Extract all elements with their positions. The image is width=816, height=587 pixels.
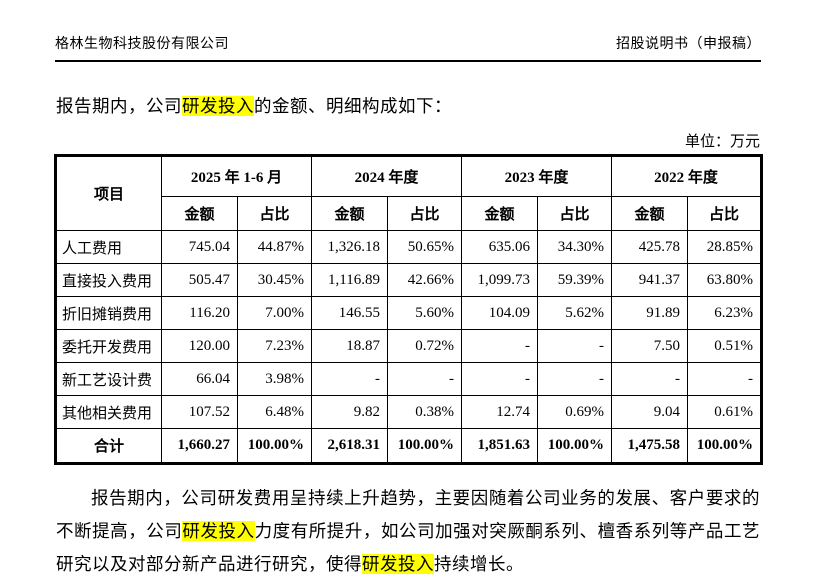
cell-value: 1,660.27 [161, 428, 238, 464]
intro-paragraph: 报告期内，公司研发投入的金额、明细构成如下： [56, 93, 760, 118]
cell-value: 7.50 [611, 329, 689, 363]
header-period-2025h1: 2025 年 1-6 月 [161, 155, 312, 197]
closing-text-3: 持续增长。 [434, 554, 524, 574]
cell-value: 146.55 [311, 296, 388, 330]
subheader-ratio: 占比 [537, 196, 613, 231]
header-item: 项目 [55, 155, 162, 231]
subheader-ratio: 占比 [386, 196, 463, 231]
cell-value: 100.00% [687, 428, 763, 464]
table-row-total: 合计 1,660.27 100.00% 2,618.31 100.00% 1,8… [55, 428, 763, 464]
cell-value: 34.30% [537, 230, 613, 264]
document-header: 格林生物科技股份有限公司 招股说明书（申报稿） [55, 0, 761, 62]
closing-text-2: 力度有所提升，如公司加强对突厥酮系列、檀香系列等产品工艺研究以及对部分新产品进行… [56, 521, 761, 574]
table-row-labor: 人工费用 745.04 44.87% 1,326.18 50.65% 635.0… [55, 230, 763, 264]
cell-value: 745.04 [161, 230, 238, 264]
cell-value: 9.82 [311, 395, 388, 429]
subheader-ratio: 占比 [687, 196, 763, 231]
cell-value: 107.52 [161, 395, 238, 429]
cell-value: 18.87 [311, 329, 388, 363]
cell-value: 0.72% [386, 329, 463, 363]
table-row-commissioned-dev: 委托开发费用 120.00 7.23% 18.87 0.72% - - 7.50… [55, 329, 763, 363]
cell-value: 7.00% [237, 296, 312, 330]
cell-value: - [611, 362, 689, 396]
header-period-2024: 2024 年度 [310, 155, 463, 197]
cell-value: 42.66% [386, 263, 463, 297]
cell-value: 91.89 [611, 296, 689, 330]
cell-value: - [311, 362, 388, 396]
cell-value: 9.04 [611, 395, 689, 429]
cell-value: 63.80% [687, 263, 763, 297]
cell-value: 100.00% [537, 428, 613, 464]
cell-value: 5.60% [386, 296, 463, 330]
highlight-rnd-investment: 研发投入 [182, 96, 254, 116]
rnd-expense-table: 项目 2025 年 1-6 月 2024 年度 2023 年度 2022 年度 … [54, 154, 764, 465]
cell-value: 3.98% [237, 362, 312, 396]
cell-value: 100.00% [386, 428, 463, 464]
cell-value: - [461, 362, 539, 396]
row-label: 委托开发费用 [55, 329, 162, 363]
intro-text-pre: 报告期内，公司 [56, 96, 182, 116]
cell-value: 0.61% [687, 395, 763, 429]
cell-value: 2,618.31 [311, 428, 388, 464]
cell-value: - [687, 362, 763, 396]
row-label: 其他相关费用 [55, 395, 162, 429]
subheader-amount: 金额 [161, 196, 238, 231]
closing-paragraph: 报告期内，公司研发费用呈持续上升趋势，主要因随着公司业务的发展、客户要求的不断提… [56, 482, 760, 581]
cell-value: 6.48% [237, 395, 312, 429]
cell-value: 50.65% [386, 230, 463, 264]
cell-value: 6.23% [687, 296, 763, 330]
cell-value: - [537, 362, 613, 396]
cell-value: 100.00% [237, 428, 312, 464]
cell-value: 116.20 [161, 296, 238, 330]
cell-value: - [386, 362, 463, 396]
cell-value: 66.04 [161, 362, 238, 396]
highlight-rnd-investment: 研发投入 [182, 521, 255, 541]
row-label: 折旧摊销费用 [55, 296, 162, 330]
cell-value: 1,099.73 [461, 263, 539, 297]
cell-value: 0.38% [386, 395, 463, 429]
cell-value: 1,851.63 [461, 428, 539, 464]
cell-value: 7.23% [237, 329, 312, 363]
highlight-rnd-investment: 研发投入 [362, 554, 434, 574]
subheader-amount: 金额 [611, 196, 689, 231]
cell-value: 425.78 [611, 230, 689, 264]
cell-value: 0.51% [687, 329, 763, 363]
company-name: 格林生物科技股份有限公司 [55, 37, 229, 52]
subheader-amount: 金额 [311, 196, 388, 231]
cell-value: 0.69% [537, 395, 613, 429]
cell-value: 1,326.18 [311, 230, 388, 264]
intro-text-post: 的金额、明细构成如下： [254, 96, 452, 116]
cell-value: 28.85% [687, 230, 763, 264]
cell-value: 505.47 [161, 263, 238, 297]
table-row-depreciation: 折旧摊销费用 116.20 7.00% 146.55 5.60% 104.09 … [55, 296, 763, 330]
table-row-direct-input: 直接投入费用 505.47 30.45% 1,116.89 42.66% 1,0… [55, 263, 763, 297]
row-label: 人工费用 [55, 230, 162, 264]
cell-value: 104.09 [461, 296, 539, 330]
cell-value: 120.00 [161, 329, 238, 363]
cell-value: 12.74 [461, 395, 539, 429]
subheader-ratio: 占比 [237, 196, 312, 231]
header-period-2022: 2022 年度 [611, 155, 763, 197]
cell-value: 5.62% [537, 296, 613, 330]
closing-text-1: 报告期内，公司研发费用呈持续上升趋势，主要因随着公司业务的发展、客户要求的不断提… [56, 488, 760, 541]
cell-value: 59.39% [537, 263, 613, 297]
row-label: 新工艺设计费 [55, 362, 162, 396]
subheader-amount: 金额 [461, 196, 539, 231]
document-type-label: 招股说明书（申报稿） [616, 37, 761, 52]
cell-value: 44.87% [237, 230, 312, 264]
table-row-other: 其他相关费用 107.52 6.48% 9.82 0.38% 12.74 0.6… [55, 395, 763, 429]
cell-value: 1,475.58 [611, 428, 689, 464]
row-label-total: 合计 [55, 428, 162, 464]
row-label: 直接投入费用 [55, 263, 162, 297]
table-row-new-process-design: 新工艺设计费 66.04 3.98% - - - - - - [55, 362, 763, 396]
cell-value: 635.06 [461, 230, 539, 264]
cell-value: 30.45% [237, 263, 312, 297]
cell-value: 941.37 [611, 263, 689, 297]
unit-label: 单位：万元 [684, 134, 760, 150]
cell-value: 1,116.89 [311, 263, 388, 297]
header-period-2023: 2023 年度 [461, 155, 613, 197]
cell-value: - [537, 329, 613, 363]
cell-value: - [461, 329, 539, 363]
